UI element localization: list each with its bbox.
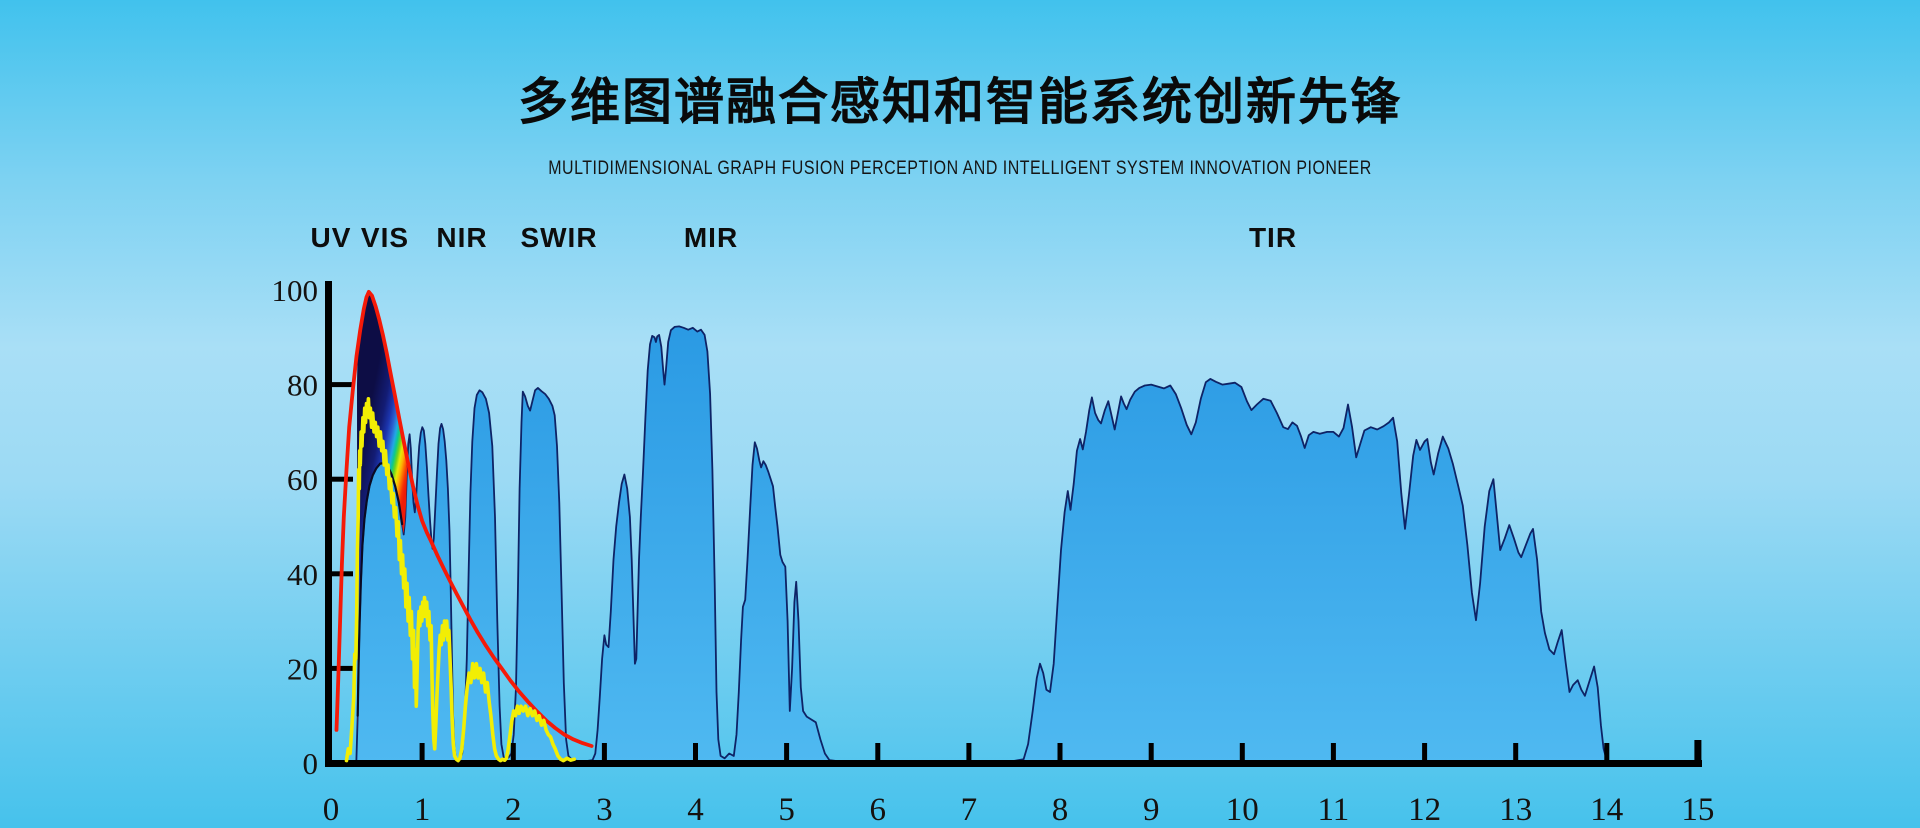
x-tick xyxy=(1057,743,1063,760)
band-label-nir: NIR xyxy=(436,222,488,253)
y-tick xyxy=(332,665,353,671)
y-tick-label: 100 xyxy=(272,273,319,308)
x-tick-label: 5 xyxy=(778,792,795,828)
x-tick xyxy=(1604,743,1610,760)
band-label-vis: VIS xyxy=(360,222,410,253)
x-tick xyxy=(1148,743,1154,760)
x-tick xyxy=(601,743,607,760)
x-tick-label: 12 xyxy=(1408,792,1441,828)
band-label-swir: SWIR xyxy=(520,222,598,253)
y-tick-label: 20 xyxy=(287,651,318,686)
x-tick-label: 10 xyxy=(1226,792,1259,828)
x-tick xyxy=(693,743,698,760)
x-tick-label: 1 xyxy=(414,792,431,828)
y-tick-label: 0 xyxy=(303,746,319,781)
page-title: 多维图谱融合感知和智能系统创新先锋 xyxy=(518,74,1402,130)
y-axis-line xyxy=(325,281,332,767)
x-axis-line xyxy=(325,760,1702,767)
band-label-uv: UV xyxy=(310,222,352,253)
y-tick-label: 80 xyxy=(287,368,318,403)
x-tick-label: 8 xyxy=(1052,792,1069,828)
band-label-tir: TIR xyxy=(1248,222,1298,253)
x-tick xyxy=(1239,743,1245,760)
x-tick xyxy=(419,743,425,760)
x-tick-label: 3 xyxy=(596,792,613,828)
x-tick xyxy=(1422,743,1428,760)
x-tick-label: 14 xyxy=(1590,792,1623,828)
band-label-mir: MIR xyxy=(683,222,739,253)
x-tick xyxy=(784,743,790,760)
x-tick-label: 0 xyxy=(323,792,340,828)
page-subtitle: MULTIDIMENSIONAL GRAPH FUSION PERCEPTION… xyxy=(548,158,1372,179)
x-axis-end-tick xyxy=(1694,740,1702,761)
x-tick-label: 9 xyxy=(1143,792,1160,828)
y-tick-label: 60 xyxy=(287,462,318,497)
x-tick-label: 4 xyxy=(687,792,704,828)
x-tick xyxy=(1330,743,1336,760)
blackbody-curve xyxy=(334,290,594,748)
x-tick-label: 6 xyxy=(870,792,887,828)
transmission-area xyxy=(355,325,1613,764)
x-tick-label: 2 xyxy=(505,792,522,828)
y-tick-label: 40 xyxy=(287,557,318,592)
solar-curve xyxy=(344,397,577,763)
x-tick-label: 7 xyxy=(961,792,978,828)
y-tick xyxy=(332,382,353,388)
x-tick-label: 15 xyxy=(1681,792,1714,828)
dome-outline xyxy=(356,462,404,717)
x-tick xyxy=(510,743,516,760)
x-tick-label: 13 xyxy=(1499,792,1532,828)
x-tick xyxy=(875,743,881,760)
x-tick xyxy=(1513,743,1519,760)
y-tick xyxy=(332,476,353,482)
x-tick-label: 11 xyxy=(1318,792,1350,828)
x-tick xyxy=(966,743,972,760)
